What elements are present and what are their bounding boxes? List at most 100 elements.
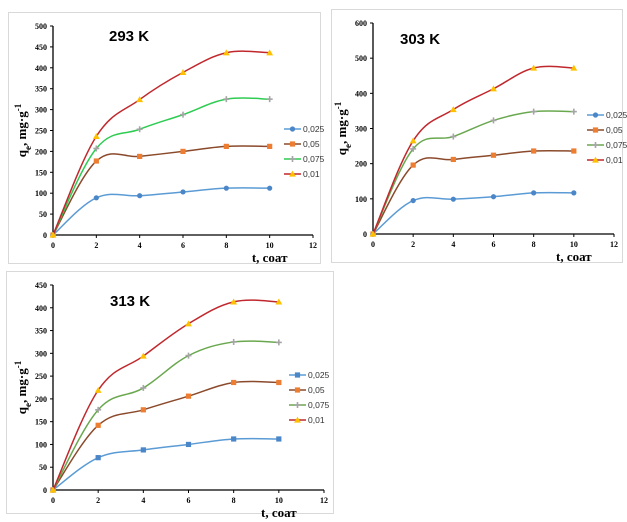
legend-item: 0,025 — [284, 124, 325, 134]
data-point — [93, 145, 100, 152]
data-point — [276, 436, 282, 442]
series-0-075 — [50, 96, 273, 238]
data-point — [92, 132, 100, 139]
data-point — [571, 190, 577, 196]
data-point — [230, 298, 238, 305]
x-tick-label: 10 — [266, 241, 274, 250]
data-point — [410, 162, 416, 168]
data-point — [136, 96, 144, 103]
chart-293k: 293 K 0 50 100 150 200 250 300 350 400 450 500 0 2 4 6 8… — [13, 22, 325, 265]
data-point — [140, 384, 147, 391]
series-0-01 — [369, 64, 578, 237]
x-tick-label: 0 — [51, 496, 55, 505]
data-point — [94, 386, 102, 393]
legend-marker — [592, 112, 599, 118]
y-tick-label: 50 — [39, 210, 47, 219]
series-line — [372, 149, 574, 235]
legend-label: 0,05 — [606, 125, 623, 135]
legend-marker — [289, 156, 296, 162]
data-point — [410, 145, 417, 152]
y-tick-label: 350 — [35, 85, 47, 94]
data-point — [180, 111, 186, 118]
series-0-01 — [49, 49, 274, 238]
data-point — [136, 126, 143, 133]
y-axis-title-part: , mg·g — [14, 111, 29, 146]
legend-marker — [294, 387, 301, 393]
chart-title: 303 K — [400, 31, 440, 48]
data-point — [409, 137, 417, 144]
series-0-025 — [50, 436, 282, 493]
y-tick-label: 400 — [35, 304, 47, 313]
legend-label: 0,01 — [303, 169, 320, 179]
data-point — [137, 193, 143, 199]
legend-label: 0,05 — [308, 385, 325, 395]
data-point — [137, 153, 143, 160]
x-tick-label: 6 — [187, 496, 191, 505]
data-point — [185, 441, 192, 448]
data-point — [531, 148, 537, 154]
legend-marker — [592, 127, 599, 133]
legend-marker — [592, 142, 599, 148]
series-line — [52, 299, 279, 491]
y-tick-label: 500 — [355, 54, 367, 63]
series-0-05 — [50, 143, 273, 238]
legend-marker — [294, 416, 301, 423]
legend-item: 0,01 — [587, 155, 623, 165]
data-point — [450, 196, 456, 202]
series-0-075 — [50, 338, 282, 493]
legend-item: 0,025 — [289, 370, 330, 380]
y-tick-label: 400 — [35, 64, 47, 73]
data-point — [93, 195, 99, 201]
y-tick-label: 400 — [355, 89, 367, 98]
chart-panel-313k: 313 K 0 50 100 150 200 250 300 350 400 450 0 2 4 6 8 10 1… — [6, 271, 334, 520]
legend-label: 0,025 — [606, 110, 627, 120]
data-point — [266, 49, 274, 56]
data-point — [571, 148, 577, 154]
legend-label: 0,075 — [606, 140, 627, 150]
series-0-01 — [49, 298, 283, 493]
data-point — [450, 156, 456, 163]
data-point — [140, 407, 146, 413]
legend-label: 0,01 — [308, 415, 325, 425]
data-point — [570, 108, 577, 115]
data-point — [49, 231, 57, 238]
data-point — [266, 96, 273, 103]
data-point — [140, 447, 146, 453]
y-tick-label: 50 — [39, 463, 47, 472]
series-line — [52, 187, 270, 236]
chart-title: 313 K — [110, 293, 150, 310]
chart-title: 293 K — [109, 28, 149, 45]
data-point — [276, 379, 282, 386]
y-tick-label: 300 — [35, 106, 47, 115]
x-axis-title: t, соат — [556, 249, 592, 264]
data-point — [180, 189, 186, 195]
x-tick-label: 12 — [610, 240, 618, 249]
y-axis-title-part: q — [14, 406, 29, 414]
legend-item: 0,075 — [587, 140, 627, 150]
x-tick-label: 2 — [94, 241, 98, 250]
data-point — [180, 148, 186, 154]
data-point — [410, 197, 416, 204]
x-tick-label: 8 — [532, 240, 536, 249]
legend-item: 0,01 — [284, 169, 320, 179]
legend-item: 0,01 — [289, 415, 325, 425]
x-tick-label: 10 — [570, 240, 578, 249]
chart-313k: 313 K 0 50 100 150 200 250 300 350 400 450 0 2 4 6 8 10 1… — [13, 281, 330, 520]
x-tick-label: 0 — [371, 240, 375, 249]
data-point — [275, 339, 282, 346]
data-point — [490, 194, 497, 200]
x-tick-label: 6 — [492, 240, 496, 249]
data-point — [231, 379, 237, 386]
data-point — [95, 455, 101, 461]
y-tick-label: 450 — [35, 281, 47, 290]
legend-item: 0,075 — [289, 400, 330, 410]
y-tick-label: 150 — [35, 418, 47, 427]
data-point — [222, 49, 230, 56]
data-point — [231, 436, 237, 442]
x-tick-label: 8 — [224, 241, 228, 250]
y-axis-title-part: q — [334, 147, 349, 155]
series-line — [52, 97, 270, 236]
y-axis-title-part: e — [23, 403, 33, 407]
y-axis-title-part: -1 — [333, 101, 343, 109]
data-point — [49, 486, 57, 493]
